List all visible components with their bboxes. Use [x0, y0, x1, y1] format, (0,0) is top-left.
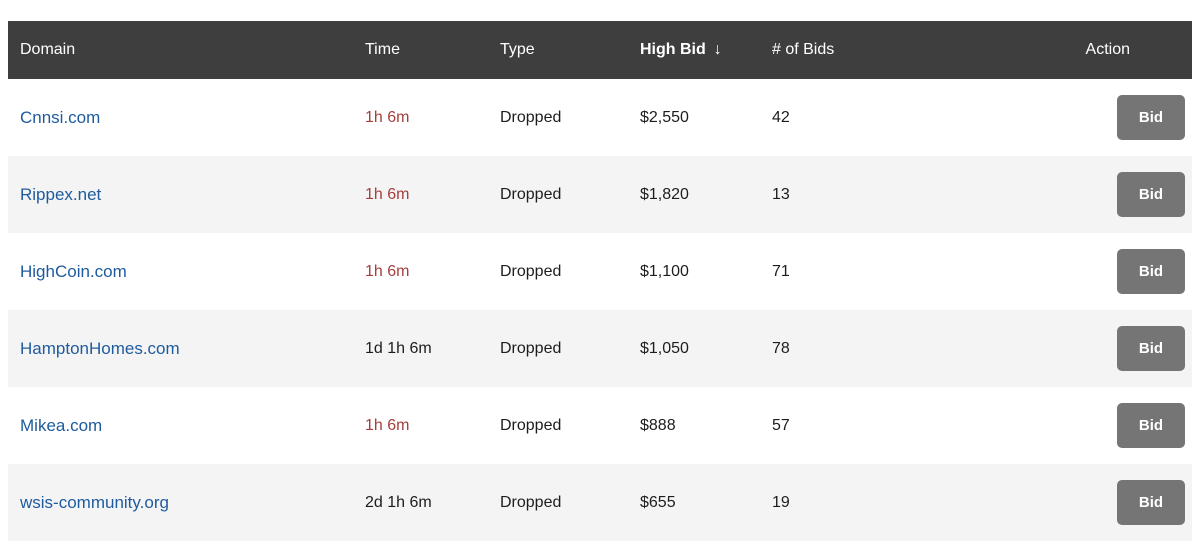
bid-button[interactable]: Bid	[1117, 172, 1185, 217]
high-bid-value: $2,550	[640, 108, 689, 126]
column-header-high-bid[interactable]: High Bid ↓	[640, 41, 772, 59]
column-header-domain[interactable]: Domain	[20, 41, 76, 58]
bid-count: 78	[772, 339, 790, 357]
auction-type: Dropped	[500, 339, 562, 357]
bid-count: 19	[772, 493, 790, 511]
time-remaining: 1d 1h 6m	[365, 339, 432, 357]
auction-type: Dropped	[500, 262, 562, 280]
sort-descending-icon: ↓	[713, 41, 722, 58]
domain-link[interactable]: Mikea.com	[20, 415, 103, 435]
bid-count: 57	[772, 416, 790, 434]
time-remaining: 1h 6m	[365, 416, 410, 434]
bid-button[interactable]: Bid	[1117, 326, 1185, 371]
table-row: HighCoin.com 1h 6m Dropped $1,100 71 Bid	[8, 233, 1192, 310]
column-header-time[interactable]: Time	[365, 41, 400, 58]
auction-type: Dropped	[500, 493, 562, 511]
time-remaining: 1h 6m	[365, 108, 410, 126]
bid-button[interactable]: Bid	[1117, 403, 1185, 448]
high-bid-value: $1,820	[640, 185, 689, 203]
domain-link[interactable]: Cnnsi.com	[20, 107, 101, 127]
high-bid-value: $888	[640, 416, 676, 434]
domain-link[interactable]: HighCoin.com	[20, 261, 127, 281]
auction-table: Domain Time Type High Bid ↓ # of Bids Act…	[8, 21, 1192, 541]
table-row: Rippex.net 1h 6m Dropped $1,820 13 Bid	[8, 156, 1192, 233]
high-bid-value: $1,100	[640, 262, 689, 280]
time-remaining: 2d 1h 6m	[365, 493, 432, 511]
table-row: Mikea.com 1h 6m Dropped $888 57 Bid	[8, 387, 1192, 464]
domain-link[interactable]: Rippex.net	[20, 184, 102, 204]
column-header-type[interactable]: Type	[500, 41, 535, 58]
time-remaining: 1h 6m	[365, 185, 410, 203]
bid-count: 13	[772, 185, 790, 203]
bid-count: 42	[772, 108, 790, 126]
bid-button[interactable]: Bid	[1117, 480, 1185, 525]
table-row: wsis-community.org 2d 1h 6m Dropped $655…	[8, 464, 1192, 541]
high-bid-value: $1,050	[640, 339, 689, 357]
domain-link[interactable]: wsis-community.org	[20, 492, 169, 512]
bid-button[interactable]: Bid	[1117, 95, 1185, 140]
bid-count: 71	[772, 262, 790, 280]
column-header-action: Action	[1085, 41, 1130, 58]
auction-type: Dropped	[500, 416, 562, 434]
high-bid-value: $655	[640, 493, 676, 511]
table-header-row: Domain Time Type High Bid ↓ # of Bids Act…	[8, 21, 1192, 79]
column-header-bids[interactable]: # of Bids	[772, 41, 835, 58]
time-remaining: 1h 6m	[365, 262, 410, 280]
table-row: Cnnsi.com 1h 6m Dropped $2,550 42 Bid	[8, 79, 1192, 156]
auction-type: Dropped	[500, 185, 562, 203]
bid-button[interactable]: Bid	[1117, 249, 1185, 294]
table-row: HamptonHomes.com 1d 1h 6m Dropped $1,050…	[8, 310, 1192, 387]
domain-link[interactable]: HamptonHomes.com	[20, 338, 180, 358]
auction-type: Dropped	[500, 108, 562, 126]
high-bid-header-label: High Bid	[640, 41, 706, 58]
